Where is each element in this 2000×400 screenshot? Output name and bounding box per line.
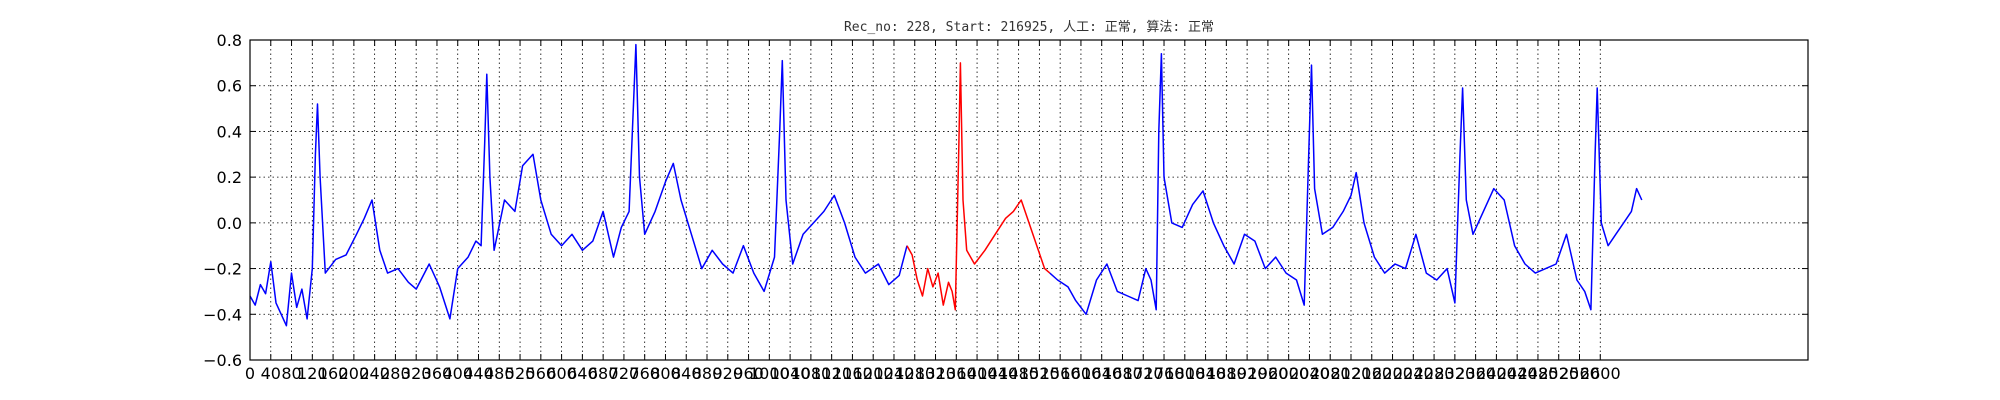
x-tick-label: 480 (484, 364, 515, 383)
x-tick-label: 2240 (1393, 364, 1434, 383)
x-tick-label: 80 (281, 364, 301, 383)
x-tick-label: 2560 (1559, 364, 1600, 383)
x-tick-label: 440 (463, 364, 494, 383)
x-tick-label: 2000 (1268, 364, 1309, 383)
x-tick-label: 2320 (1434, 364, 1475, 383)
x-tick-label: 1160 (832, 364, 873, 383)
x-tick-label: 1640 (1081, 364, 1122, 383)
x-tick-label: 1760 (1144, 364, 1185, 383)
series-lines (249, 43, 1643, 327)
x-tick-label: 1280 (894, 364, 935, 383)
x-tick-label: 40 (261, 364, 281, 383)
x-tick-label: 680 (588, 364, 619, 383)
x-tick-label: 2600 (1580, 364, 1621, 383)
x-tick-label: 560 (526, 364, 557, 383)
y-tick-label: −0.6 (203, 351, 242, 370)
x-axis: 0 40 8012016020024028032036040044048052056… (245, 40, 1621, 383)
x-tick-label: 2480 (1518, 364, 1559, 383)
x-tick-label: 2360 (1455, 364, 1496, 383)
x-tick-label: 2200 (1372, 364, 1413, 383)
x-tick-label: 960 (733, 364, 764, 383)
x-tick-label: 160 (318, 364, 349, 383)
y-tick-label: −0.2 (203, 260, 242, 279)
x-tick-label: 1520 (1019, 364, 1060, 383)
x-tick-label: 640 (567, 364, 598, 383)
x-tick-label: 760 (629, 364, 660, 383)
x-tick-label: 840 (671, 364, 702, 383)
x-tick-label: 1680 (1102, 364, 1143, 383)
x-tick-label: 720 (609, 364, 640, 383)
ecg-series-line-1 (906, 62, 1051, 311)
x-tick-label: 1120 (811, 364, 852, 383)
ecg-series-line-2 (1049, 52, 1643, 316)
x-tick-label: 1920 (1227, 364, 1268, 383)
chart-title: Rec_no: 228, Start: 216925, 人工: 正常, 算法: … (844, 20, 1214, 35)
grid-lines (249, 39, 1808, 361)
x-tick-label: 600 (546, 364, 577, 383)
x-tick-label: 520 (505, 364, 536, 383)
x-tick-label: 200 (339, 364, 370, 383)
y-tick-label: 0.8 (217, 31, 242, 50)
y-tick-label: 0.4 (217, 122, 242, 141)
x-tick-label: 1200 (853, 364, 894, 383)
x-tick-label: 2040 (1289, 364, 1330, 383)
x-tick-label: 2520 (1538, 364, 1579, 383)
x-tick-label: 1560 (1040, 364, 1081, 383)
x-tick-label: 2120 (1331, 364, 1372, 383)
x-tick-label: 280 (380, 364, 411, 383)
x-tick-label: 1400 (957, 364, 998, 383)
x-tick-label: 1000 (749, 364, 790, 383)
x-tick-label: 800 (650, 364, 681, 383)
x-tick-label: 1080 (791, 364, 832, 383)
y-tick-label: −0.4 (203, 305, 242, 324)
x-tick-label: 1440 (977, 364, 1018, 383)
x-tick-label: 2080 (1310, 364, 1351, 383)
x-tick-label: 1480 (998, 364, 1039, 383)
x-tick-label: 320 (401, 364, 432, 383)
x-tick-label: 240 (359, 364, 390, 383)
x-tick-label: 2440 (1497, 364, 1538, 383)
x-tick-label: 1600 (1061, 364, 1102, 383)
x-tick-label: 2280 (1414, 364, 1455, 383)
x-tick-label: 1040 (770, 364, 811, 383)
x-tick-label: 920 (713, 364, 744, 383)
x-tick-label: 1880 (1206, 364, 1247, 383)
x-tick-label: 1960 (1248, 364, 1289, 383)
y-tick-label: 0.0 (217, 214, 242, 233)
x-tick-label: 2400 (1476, 364, 1517, 383)
x-tick-label: 1320 (915, 364, 956, 383)
y-tick-label: 0.2 (217, 168, 242, 187)
x-tick-label: 120 (297, 364, 328, 383)
plot-frame (249, 39, 1809, 361)
x-tick-label: 880 (692, 364, 723, 383)
y-axis: −0.6 −0.4 −0.2 0.0 0.2 0.4 0.6 0.8 (203, 31, 1808, 370)
x-tick-label: 360 (422, 364, 453, 383)
x-tick-label: 1720 (1123, 364, 1164, 383)
x-tick-label: 400 (442, 364, 473, 383)
x-tick-label: 0 (245, 364, 255, 383)
y-tick-label: 0.6 (217, 77, 242, 96)
x-tick-label: 1800 (1164, 364, 1205, 383)
x-tick-label: 1360 (936, 364, 977, 383)
x-tick-label: 2160 (1351, 364, 1392, 383)
ecg-series-line-0 (249, 43, 908, 327)
x-tick-label: 1840 (1185, 364, 1226, 383)
x-tick-label: 1240 (874, 364, 915, 383)
